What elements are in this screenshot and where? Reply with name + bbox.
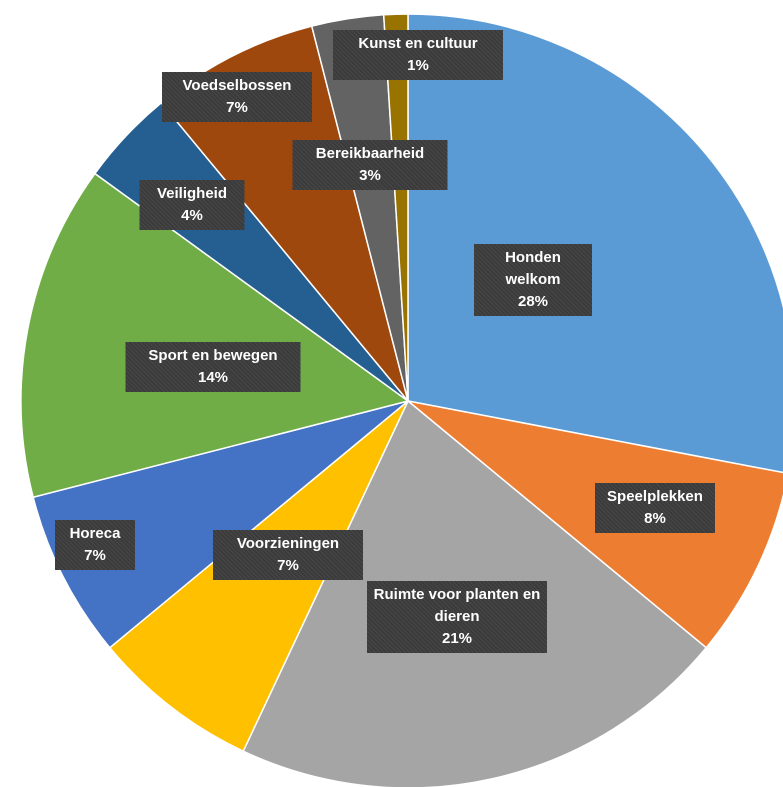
- pie-slice: [407, 13, 783, 474]
- category-label: Ruimte voor planten en dieren: [373, 586, 541, 625]
- category-label: Veiligheid: [156, 185, 228, 202]
- category-label: Voorzieningen: [236, 535, 340, 552]
- data-label: Kunst en cultuur 1%: [333, 30, 503, 80]
- data-label: Ruimte voor planten en dieren 21%: [367, 581, 547, 653]
- value-label: 14%: [197, 369, 229, 386]
- category-label: Speelplekken: [607, 488, 703, 505]
- pie-slice: [382, 13, 409, 402]
- category-label: Horeca: [69, 525, 121, 542]
- value-label: 21%: [441, 630, 473, 647]
- value-label: 3%: [359, 167, 381, 184]
- category-label: Kunst en cultuur: [358, 35, 478, 52]
- data-label: Honden welkom 28%: [474, 244, 592, 316]
- value-label: 7%: [277, 557, 299, 574]
- data-label: Voedselbossen 7%: [162, 72, 312, 122]
- data-label: Voorzieningen 7%: [213, 530, 363, 580]
- data-label: Sport en bewegen 14%: [125, 342, 301, 392]
- category-label: Honden welkom: [505, 249, 561, 288]
- category-label: Voedselbossen: [182, 77, 292, 94]
- value-label: 7%: [226, 99, 248, 116]
- category-label: Sport en bewegen: [148, 347, 278, 364]
- data-label: Veiligheid 4%: [139, 180, 245, 230]
- value-label: 4%: [181, 207, 203, 224]
- data-label: Speelplekken 8%: [595, 483, 715, 533]
- category-label: Bereikbaarheid: [315, 145, 425, 162]
- value-label: 28%: [517, 293, 549, 310]
- value-label: 8%: [644, 510, 666, 527]
- pie-slice: [32, 400, 409, 649]
- value-label: 7%: [84, 547, 106, 564]
- data-label: Bereikbaarheid 3%: [292, 140, 448, 190]
- data-label: Horeca 7%: [55, 520, 135, 570]
- pie-slice: [20, 172, 410, 499]
- value-label: 1%: [407, 57, 429, 74]
